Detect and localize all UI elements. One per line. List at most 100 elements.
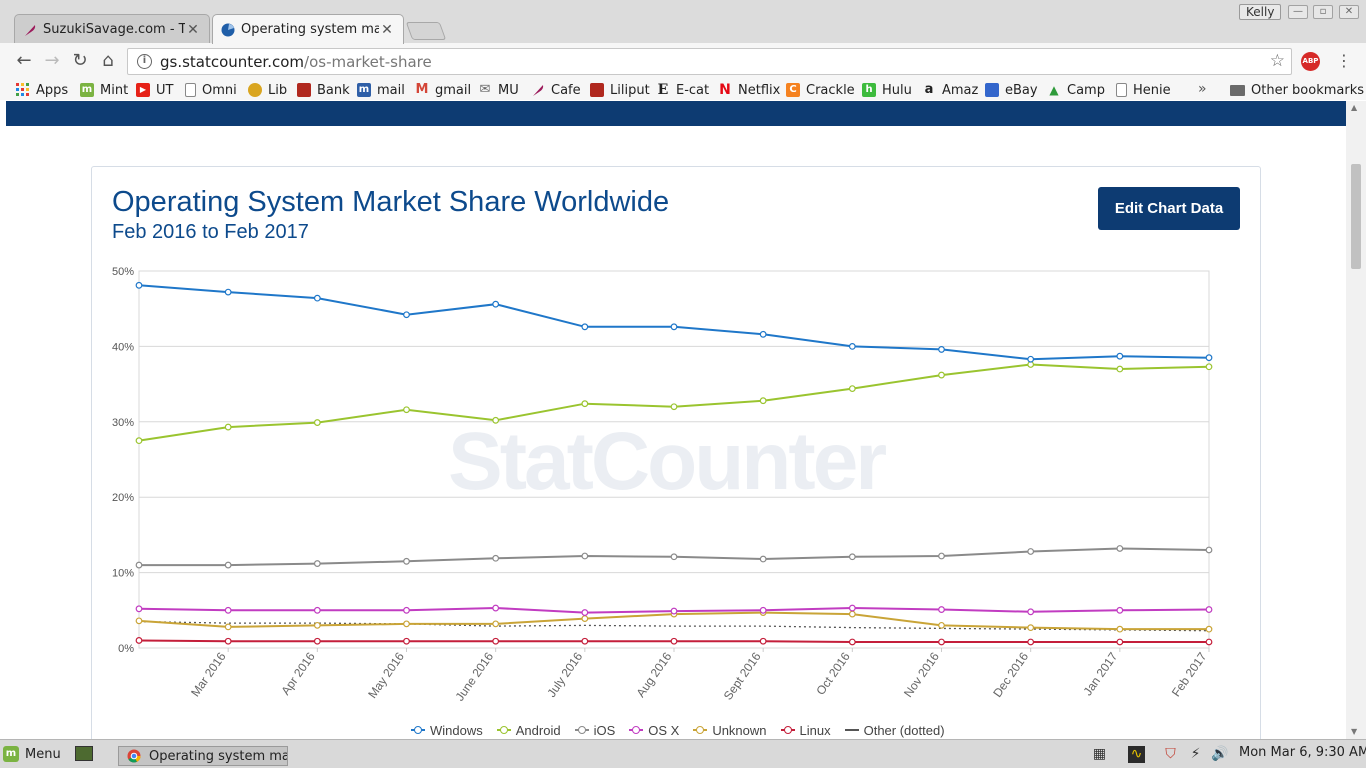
x-tick-label: Feb 2017 bbox=[1169, 649, 1210, 699]
volume-icon[interactable]: 🔊 bbox=[1211, 746, 1229, 762]
legend-item-android[interactable]: Android bbox=[496, 722, 561, 738]
x-tick-label: June 2016 bbox=[452, 649, 496, 703]
show-desktop-icon[interactable] bbox=[75, 746, 93, 761]
bank-icon bbox=[297, 83, 311, 97]
bookmark-amazon[interactable]: a Amaz bbox=[922, 80, 979, 100]
data-point-os-x bbox=[313, 606, 321, 614]
bookmark-ut[interactable]: ▶ UT bbox=[136, 80, 173, 100]
bookmark-liliput[interactable]: Liliput bbox=[590, 80, 650, 100]
system-monitor-icon[interactable]: ∿ bbox=[1128, 746, 1145, 763]
data-point-android bbox=[1116, 365, 1124, 373]
calculator-icon[interactable]: ▦ bbox=[1092, 746, 1107, 762]
minimize-button[interactable]: — bbox=[1288, 5, 1308, 19]
line-chart: 0% 10% 20% 30% 40% 50% Mar 2016 Apr 2016 May 201… bbox=[112, 266, 1213, 704]
data-point-android bbox=[135, 437, 143, 445]
bookmarks-overflow-chevron-icon[interactable]: » bbox=[1198, 81, 1207, 97]
y-tick-label: 30% bbox=[112, 417, 134, 429]
vertical-scrollbar[interactable]: ▲ ▼ bbox=[1346, 101, 1366, 739]
close-icon[interactable]: ✕ bbox=[381, 21, 393, 38]
bookmark-camp[interactable]: ▲ Camp bbox=[1047, 80, 1105, 100]
edit-chart-data-button[interactable]: Edit Chart Data bbox=[1098, 187, 1240, 230]
data-point-os-x bbox=[670, 607, 678, 615]
bookmark-crackle[interactable]: C Crackle bbox=[786, 80, 855, 100]
x-tick-label: Oct 2016 bbox=[813, 649, 853, 697]
bookmark-apps[interactable]: Apps bbox=[16, 80, 68, 100]
network-icon[interactable]: ⚡ bbox=[1190, 746, 1201, 762]
amazon-icon: a bbox=[924, 82, 934, 97]
data-point-android bbox=[492, 416, 500, 424]
data-point-linux bbox=[1027, 638, 1035, 646]
bookmark-omni[interactable]: Omni bbox=[185, 80, 237, 100]
bookmark-label: mail bbox=[377, 82, 405, 98]
legend-label: Android bbox=[515, 722, 561, 738]
forward-arrow-icon[interactable]: → bbox=[44, 50, 60, 71]
data-point-ios bbox=[403, 557, 410, 565]
shield-icon[interactable]: ⛉ bbox=[1165, 746, 1176, 762]
adblock-icon[interactable]: ABP bbox=[1301, 52, 1320, 71]
envelope-icon: ✉ bbox=[479, 82, 491, 97]
back-arrow-icon[interactable]: ← bbox=[16, 50, 32, 71]
clock[interactable]: Mon Mar 6, 9:30 AM bbox=[1239, 745, 1366, 760]
bookmark-mail[interactable]: m mail bbox=[357, 80, 405, 100]
data-point-windows bbox=[224, 288, 232, 296]
y-tick-label: 50% bbox=[112, 266, 134, 278]
bookmark-hulu[interactable]: h Hulu bbox=[862, 80, 912, 100]
data-point-ios bbox=[313, 560, 321, 567]
info-icon[interactable]: i bbox=[137, 54, 152, 69]
maximize-button[interactable]: ▫ bbox=[1313, 5, 1333, 19]
data-point-ios bbox=[581, 552, 589, 560]
bookmark-mu[interactable]: ✉ MU bbox=[478, 80, 519, 100]
other-bookmarks[interactable]: Other bookmarks bbox=[1230, 80, 1364, 100]
close-icon[interactable]: ✕ bbox=[187, 21, 199, 38]
bookmark-cafe[interactable]: Cafe bbox=[531, 80, 581, 100]
scroll-up-icon[interactable]: ▲ bbox=[1351, 103, 1358, 112]
star-icon[interactable]: ☆ bbox=[1269, 51, 1285, 71]
x-tick-label: Dec 2016 bbox=[990, 649, 1031, 699]
chart-legend: Windows Android iOS OS X Unknown Linux Other (… bbox=[411, 721, 959, 739]
legend-label: Other (dotted) bbox=[863, 722, 945, 738]
legend-item-linux[interactable]: Linux bbox=[780, 723, 831, 738]
scroll-down-icon[interactable]: ▼ bbox=[1351, 727, 1358, 736]
bookmark-netflix[interactable]: N Netflix bbox=[718, 80, 780, 100]
data-point-windows bbox=[1116, 352, 1124, 360]
taskbar-window-chrome[interactable]: Operating system ma... bbox=[118, 746, 288, 766]
reload-icon[interactable]: ↻ bbox=[72, 50, 88, 71]
legend-item-unknown[interactable]: Unknown bbox=[693, 723, 767, 738]
bookmark-bank[interactable]: Bank bbox=[297, 80, 350, 100]
taskbar: m Menu Operating system ma... ▦ ∿ ⛉ ⚡ 🔊 … bbox=[0, 739, 1366, 768]
bookmark-label: MU bbox=[498, 82, 519, 98]
data-point-ios bbox=[670, 553, 678, 561]
kebab-menu-icon[interactable]: ⋮ bbox=[1336, 51, 1352, 70]
data-point-unknown bbox=[313, 621, 321, 629]
legend-item-other-dotted[interactable]: Other (dotted) bbox=[844, 722, 945, 738]
data-point-windows bbox=[492, 300, 500, 308]
data-point-unknown bbox=[492, 620, 500, 628]
crackle-icon: C bbox=[786, 83, 800, 97]
bookmark-ebay[interactable]: eBay bbox=[985, 80, 1038, 100]
legend-item-ios[interactable]: iOS bbox=[574, 723, 615, 738]
x-tick-label: Jan 2017 bbox=[1080, 649, 1120, 698]
scroll-thumb[interactable] bbox=[1351, 164, 1361, 269]
bookmark-henie[interactable]: Henie bbox=[1116, 80, 1171, 100]
data-point-ios bbox=[1205, 546, 1213, 554]
tab-operating-system[interactable]: Operating system mark ✕ bbox=[212, 14, 404, 44]
tab-suzukisavage[interactable]: SuzukiSavage.com - The ✕ bbox=[14, 14, 210, 44]
data-point-linux bbox=[759, 637, 767, 645]
folder-icon bbox=[1230, 84, 1245, 96]
profile-button[interactable]: Kelly bbox=[1239, 4, 1282, 20]
liliput-icon bbox=[590, 83, 604, 97]
legend-item-windows[interactable]: Windows bbox=[411, 723, 483, 738]
bookmark-ecat[interactable]: E E-cat bbox=[656, 80, 709, 100]
address-bar[interactable]: i gs.statcounter.com/os-market-share ☆ bbox=[127, 48, 1292, 75]
taskbar-window-title: Operating system ma... bbox=[149, 748, 288, 764]
e-icon: E bbox=[657, 82, 669, 98]
home-icon[interactable]: ⌂ bbox=[102, 50, 114, 71]
url-host: gs.statcounter.com bbox=[160, 52, 305, 71]
legend-marker-icon bbox=[693, 725, 708, 735]
bookmark-lib[interactable]: Lib bbox=[248, 80, 287, 100]
close-window-button[interactable]: ✕ bbox=[1339, 5, 1359, 19]
bookmark-mint[interactable]: m Mint bbox=[80, 80, 128, 100]
legend-item-os-x[interactable]: OS X bbox=[629, 723, 679, 738]
start-menu-button[interactable]: m Menu bbox=[3, 743, 61, 765]
